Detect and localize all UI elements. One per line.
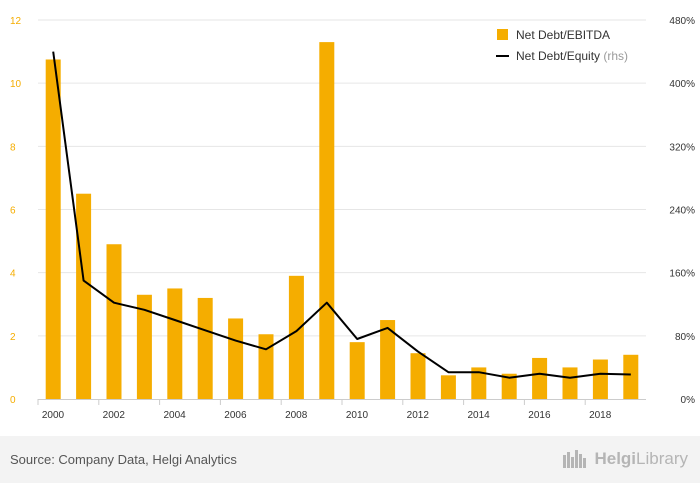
y-right-tick-label: 80% bbox=[675, 332, 695, 343]
x-tick-label: 2000 bbox=[42, 410, 65, 421]
x-tick-label: 2008 bbox=[285, 410, 308, 421]
legend: Net Debt/EBITDA Net Debt/Equity (rhs) bbox=[496, 28, 628, 63]
bar bbox=[410, 353, 426, 399]
gridlines bbox=[38, 19, 646, 337]
bar bbox=[136, 294, 152, 399]
bar bbox=[380, 320, 396, 399]
brand-prefix: Helgi bbox=[594, 449, 637, 468]
legend-label-rhs: (rhs) bbox=[603, 49, 628, 63]
y-left-tick-label: 10 bbox=[10, 79, 22, 90]
x-tick-label: 2004 bbox=[163, 410, 186, 421]
bar bbox=[562, 367, 578, 399]
bar bbox=[76, 193, 92, 399]
bar bbox=[592, 359, 608, 399]
x-tick-label: 2018 bbox=[589, 410, 612, 421]
x-tick-label: 2012 bbox=[407, 410, 430, 421]
bar bbox=[197, 297, 213, 399]
axes: 0 2 4 6 8 10 12 0% 80% 160% 240% 320% 400% 480% 2000 20… bbox=[10, 16, 695, 421]
bar bbox=[501, 373, 517, 399]
y-left-tick-label: 12 bbox=[10, 16, 22, 27]
bar bbox=[228, 318, 244, 399]
library-books-icon bbox=[563, 450, 587, 468]
bar bbox=[471, 367, 487, 399]
bar bbox=[349, 342, 365, 399]
footer: Source: Company Data, Helgi Analytics He… bbox=[0, 436, 700, 483]
bar bbox=[288, 275, 304, 399]
x-tick-label: 2014 bbox=[467, 410, 490, 421]
y-left-tick-label: 4 bbox=[10, 269, 16, 280]
y-right-tick-label: 0% bbox=[681, 395, 696, 406]
bar bbox=[623, 354, 639, 399]
legend-label-equity-text: Net Debt/Equity bbox=[516, 49, 600, 63]
brand-suffix: Library bbox=[636, 449, 688, 468]
bar bbox=[167, 288, 183, 399]
x-tick-label: 2002 bbox=[103, 410, 126, 421]
y-right-tick-label: 320% bbox=[669, 142, 695, 153]
source-text: Source: Company Data, Helgi Analytics bbox=[10, 452, 237, 467]
legend-swatch-ebitda bbox=[497, 29, 508, 40]
y-right-tick-label: 400% bbox=[669, 79, 695, 90]
y-left-tick-label: 0 bbox=[10, 395, 16, 406]
bar bbox=[258, 334, 274, 399]
chart: 0 2 4 6 8 10 12 0% 80% 160% 240% 320% 400% 480% 2000 20… bbox=[10, 16, 695, 421]
line-series bbox=[52, 51, 631, 379]
legend-label-equity: Net Debt/Equity (rhs) bbox=[516, 49, 628, 63]
x-tick-label: 2016 bbox=[528, 410, 551, 421]
helgi-library-logo[interactable]: HelgiLibrary bbox=[562, 449, 688, 469]
bar bbox=[319, 42, 335, 399]
y-left-tick-label: 2 bbox=[10, 332, 16, 343]
bar bbox=[106, 244, 122, 399]
brand-text: HelgiLibrary bbox=[594, 449, 688, 469]
y-left-tick-label: 8 bbox=[10, 142, 16, 153]
bar bbox=[440, 375, 456, 399]
bar bbox=[532, 357, 548, 399]
legend-label-ebitda: Net Debt/EBITDA bbox=[516, 28, 610, 42]
x-tick-label: 2010 bbox=[346, 410, 369, 421]
y-right-tick-label: 160% bbox=[669, 269, 695, 280]
y-right-tick-label: 480% bbox=[669, 16, 695, 27]
bar-series bbox=[45, 42, 639, 400]
y-left-tick-label: 6 bbox=[10, 206, 16, 217]
bar bbox=[45, 59, 61, 400]
x-tick-label: 2006 bbox=[224, 410, 247, 421]
line-net-debt-equity bbox=[52, 51, 631, 379]
y-right-tick-label: 240% bbox=[669, 206, 695, 217]
